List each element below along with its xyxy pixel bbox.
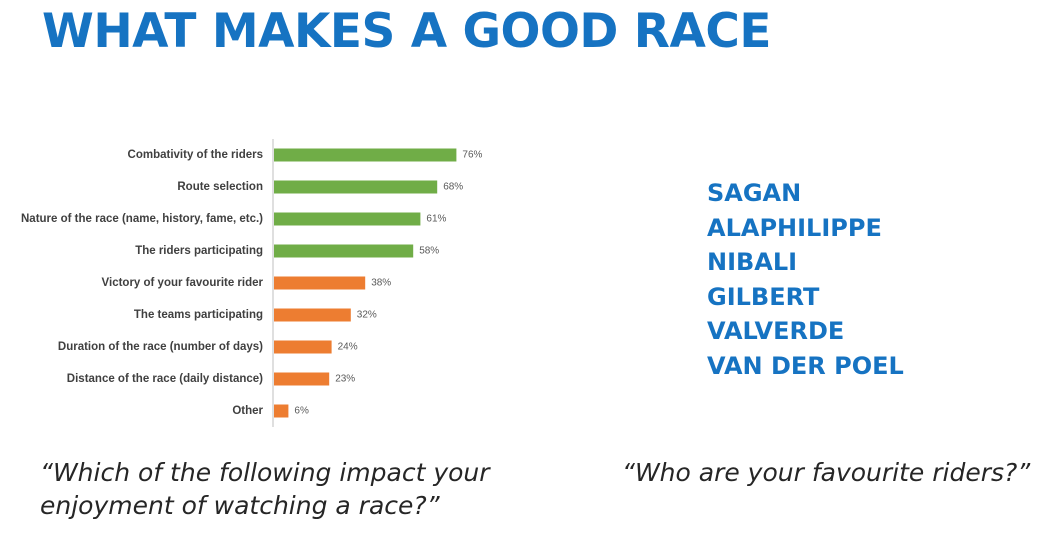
category-label: The riders participating: [135, 245, 263, 257]
category-label: Combativity of the riders: [128, 149, 263, 161]
category-label: Victory of your favourite rider: [102, 277, 264, 289]
category-label: Other: [232, 405, 263, 417]
bar: [274, 212, 421, 226]
impact-bar-chart: Combativity of the riders 76% Route select…: [21, 139, 483, 427]
category-label: Distance of the race (daily distance): [67, 373, 263, 385]
rider-item: VALVERDE: [707, 317, 845, 345]
bar: [274, 276, 366, 290]
rider-item: SAGAN: [707, 179, 802, 207]
bar: [274, 308, 351, 322]
value-label: 61%: [426, 214, 446, 225]
value-label: 23%: [335, 374, 355, 385]
value-label: 38%: [371, 278, 391, 289]
rider-item: VAN DER POEL: [707, 351, 904, 380]
bar: [274, 340, 332, 354]
value-label: 32%: [357, 310, 377, 321]
category-label: The teams participating: [134, 309, 263, 321]
value-label: 68%: [443, 182, 463, 193]
category-label: Duration of the race (number of days): [58, 341, 263, 353]
rider-item: NIBALI: [707, 248, 798, 276]
question-riders: “Who are your favourite riders?”: [622, 458, 1031, 487]
category-label: Nature of the race (name, history, fame,…: [21, 213, 263, 225]
page-title: WHAT MAKES A GOOD RACE: [42, 4, 771, 59]
value-label: 58%: [419, 246, 439, 257]
bar: [274, 372, 330, 386]
value-label: 6%: [294, 406, 309, 417]
rider-item: ALAPHILIPPE: [707, 213, 882, 242]
bar: [274, 244, 414, 258]
value-label: 24%: [338, 342, 358, 353]
rider-item: GILBERT: [707, 282, 820, 311]
category-label: Route selection: [177, 181, 263, 193]
bars-group: Combativity of the riders 76% Route select…: [21, 148, 483, 418]
bar: [274, 148, 457, 162]
value-label: 76%: [462, 150, 482, 161]
question-impact: “Which of the following impact your enjo…: [40, 458, 490, 520]
bar: [274, 404, 289, 418]
bar: [274, 180, 438, 194]
favourite-riders-list: SAGAN ALAPHILIPPE NIBALI GILBERT VALVERDE VAN…: [707, 176, 904, 383]
